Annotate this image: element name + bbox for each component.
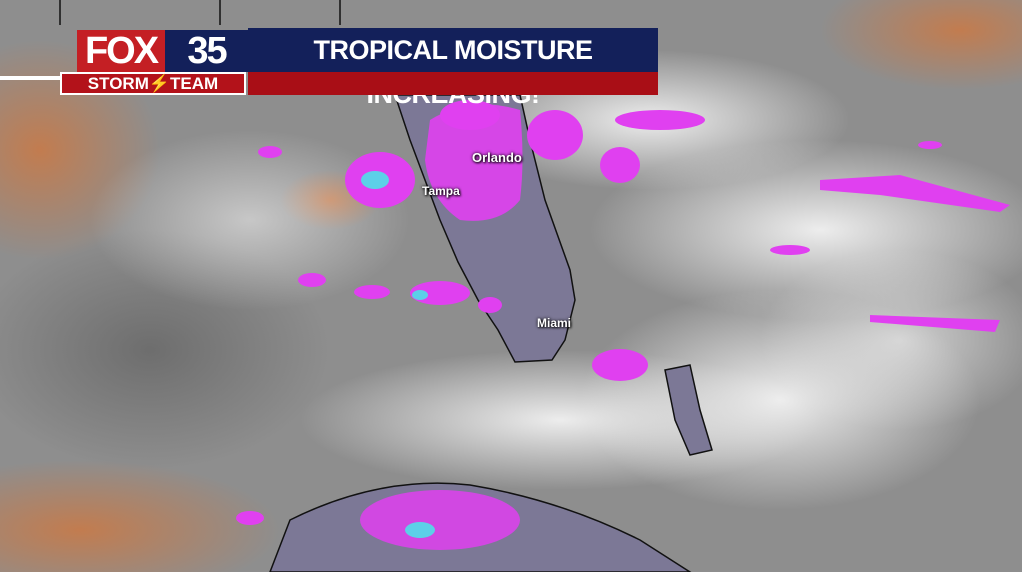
andros-island xyxy=(664,364,713,456)
city-label-miami: Miami xyxy=(537,316,572,330)
headline-red-bar xyxy=(248,72,658,95)
city-label-tampa: Tampa xyxy=(422,184,460,198)
headline-banner: TROPICAL MOISTURE INCREASING! xyxy=(248,28,658,109)
georgia-border xyxy=(59,0,341,25)
fox-logo: FOX xyxy=(77,30,165,72)
channel-number: 35 xyxy=(165,30,248,72)
moisture-areas xyxy=(236,100,1010,550)
storm-team-logo: STORM⚡TEAM xyxy=(60,72,246,95)
graphic-divider-line xyxy=(0,76,60,80)
high-moisture-cores xyxy=(361,171,435,538)
city-label-orlando: Orlando xyxy=(472,150,522,165)
